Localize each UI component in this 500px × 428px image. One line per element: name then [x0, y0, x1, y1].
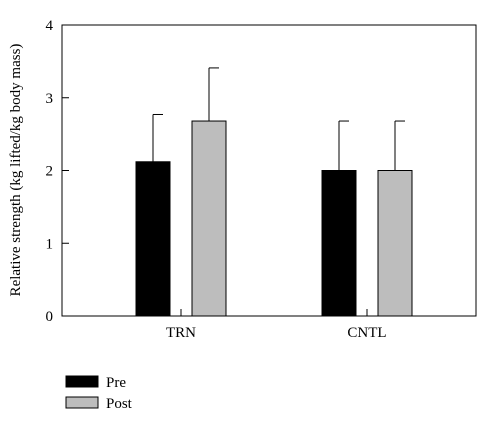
bar-trn-pre [135, 161, 171, 317]
plot-frame [61, 24, 477, 317]
x-tick-label-trn: TRN [166, 325, 196, 341]
y-axis: 0 1 2 3 4 [46, 18, 69, 325]
y-axis-title: Relative strength (kg lifted/kg body mas… [8, 44, 24, 297]
y-tick-label: 2 [46, 164, 54, 180]
x-axis: TRN CNTL [166, 309, 387, 341]
legend-swatch-post [65, 396, 99, 409]
bar-cntl-post [377, 170, 413, 317]
legend: Pre Post [65, 375, 133, 412]
y-tick-label: 1 [46, 236, 54, 252]
bar-trn-post [191, 120, 227, 317]
bar-cntl-pre [321, 170, 357, 317]
legend-label-post: Post [106, 396, 133, 412]
x-tick-label-cntl: CNTL [347, 325, 386, 341]
y-tick-label: 0 [46, 309, 54, 325]
y-tick-label: 4 [46, 18, 54, 34]
y-tick-label: 3 [46, 91, 54, 107]
legend-swatch-pre [65, 375, 99, 388]
bars [135, 67, 413, 317]
legend-label-pre: Pre [106, 375, 126, 391]
